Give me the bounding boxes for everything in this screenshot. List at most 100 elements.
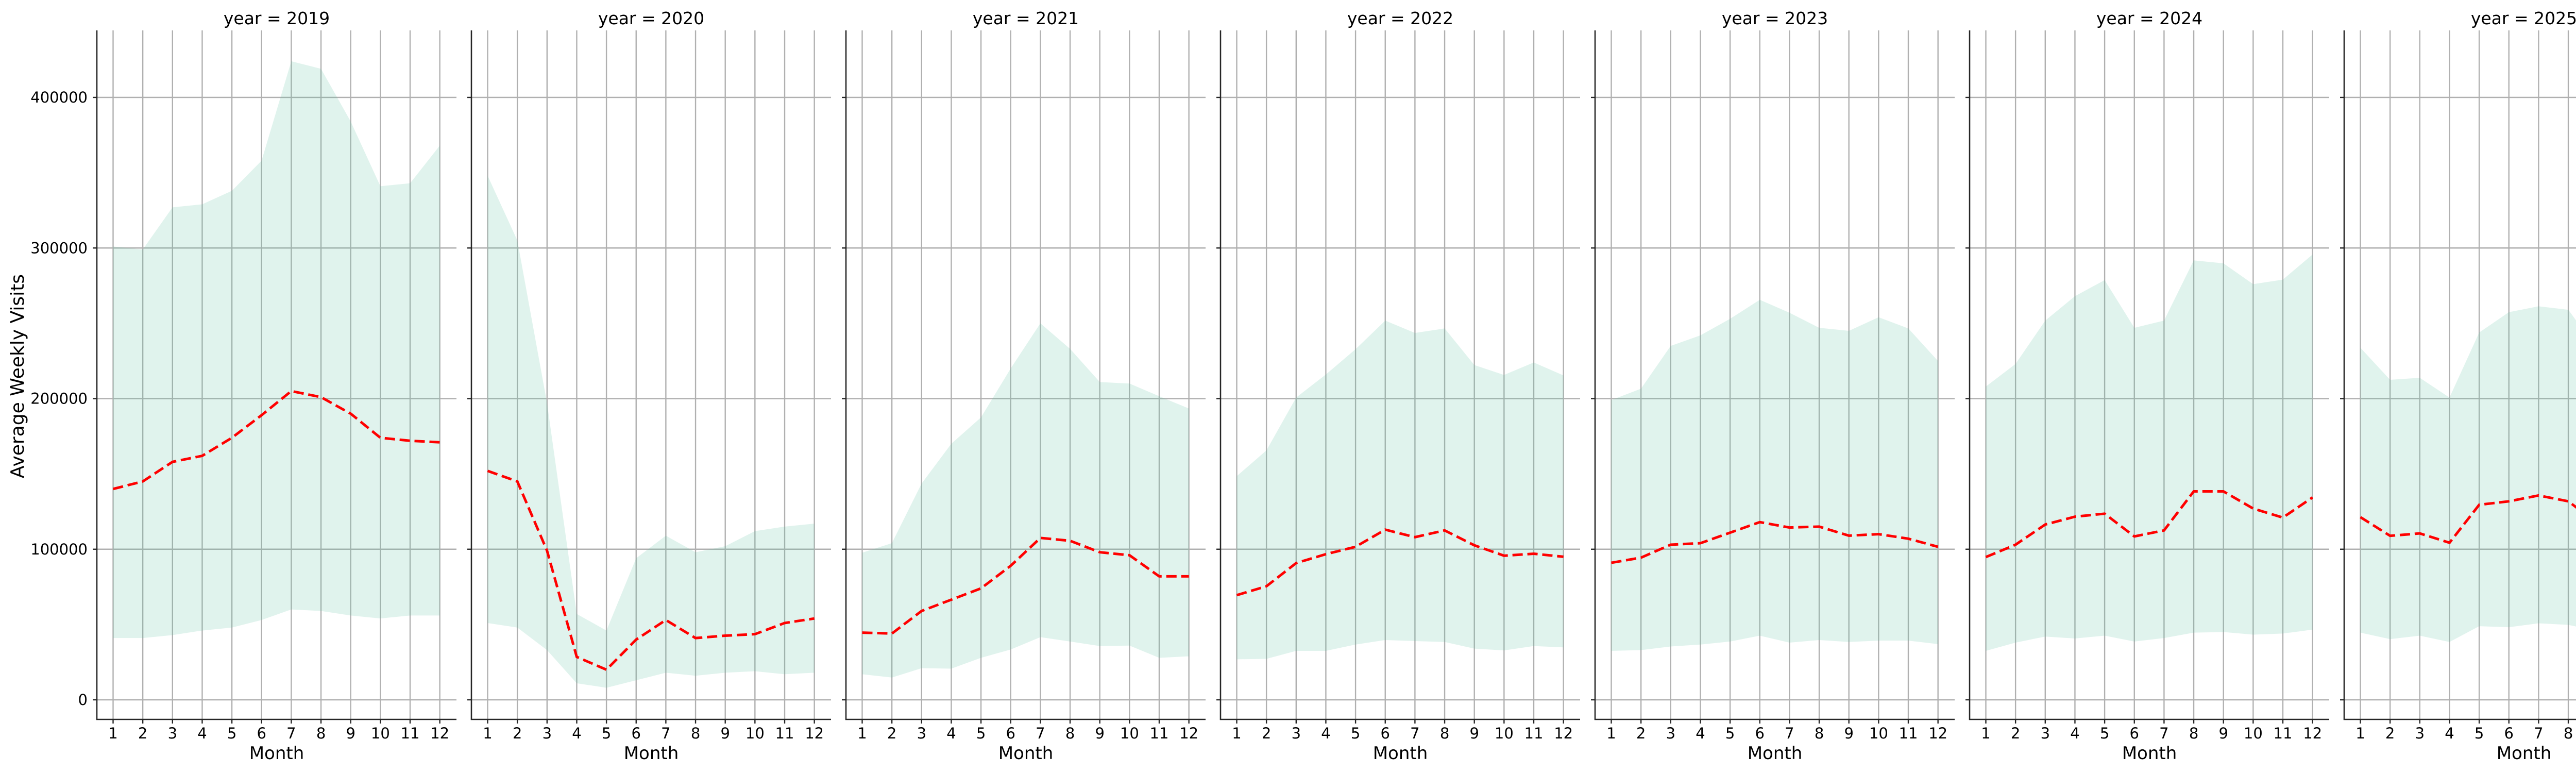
- percentile-band: [1611, 299, 1938, 651]
- panel-title: year = 2022: [1347, 8, 1453, 28]
- x-tick-label: 8: [2564, 725, 2573, 742]
- x-tick-label: 2: [513, 725, 522, 742]
- x-tick-label: 11: [1899, 725, 1918, 742]
- percentile-band: [2360, 306, 2576, 642]
- y-tick-label: 100000: [30, 541, 88, 558]
- x-tick-label: 5: [2100, 725, 2109, 742]
- x-tick-label: 7: [2159, 725, 2168, 742]
- percentile-band: [862, 323, 1189, 678]
- x-tick-label: 7: [2534, 725, 2543, 742]
- x-tick-label: 9: [1844, 725, 1853, 742]
- axis-spines: [470, 30, 831, 720]
- x-axis-label: Month: [249, 743, 304, 764]
- median-line: [2360, 494, 2576, 545]
- x-tick-label: 5: [1351, 725, 1360, 742]
- facet-panel-2025: year = 2025123456789101112Month: [2340, 8, 2576, 764]
- x-tick-label: 8: [1815, 725, 1824, 742]
- x-tick-label: 3: [2415, 725, 2425, 742]
- x-tick-label: 3: [168, 725, 177, 742]
- panel-title: year = 2025: [2471, 8, 2576, 28]
- x-tick-label: 1: [108, 725, 117, 742]
- x-tick-label: 8: [1065, 725, 1075, 742]
- gridlines: [846, 30, 1206, 719]
- x-tick-label: 10: [371, 725, 390, 742]
- percentile-band: [1236, 321, 1564, 660]
- x-tick-label: 4: [572, 725, 581, 742]
- x-tick-label: 12: [430, 725, 449, 742]
- x-tick-label: 5: [1725, 725, 1735, 742]
- gridlines: [1595, 30, 1955, 719]
- x-tick-label: 7: [1410, 725, 1419, 742]
- x-tick-label: 4: [197, 725, 207, 742]
- x-tick-label: 2: [1636, 725, 1646, 742]
- x-tick-label: 1: [857, 725, 867, 742]
- x-tick-label: 1: [1606, 725, 1616, 742]
- gridlines: [471, 30, 831, 719]
- x-tick-label: 7: [661, 725, 670, 742]
- median-line: [862, 536, 1189, 635]
- axis-spines: [1594, 30, 1955, 720]
- x-tick-label: 12: [1554, 725, 1573, 742]
- x-tick-label: 12: [1179, 725, 1198, 742]
- x-axis-label: Month: [1748, 743, 1803, 764]
- axis-spines: [1219, 30, 1580, 720]
- axis-spines: [96, 30, 456, 720]
- y-tick-label: 200000: [30, 390, 88, 408]
- x-tick-label: 4: [2070, 725, 2079, 742]
- x-tick-label: 1: [483, 725, 492, 742]
- x-tick-label: 9: [1095, 725, 1104, 742]
- median-line: [1236, 528, 1564, 597]
- median-line: [487, 469, 815, 671]
- x-tick-label: 5: [227, 725, 236, 742]
- panel-title: year = 2020: [598, 8, 704, 28]
- panel-title: year = 2019: [224, 8, 330, 28]
- gridlines: [97, 30, 456, 719]
- x-tick-label: 2: [1262, 725, 1271, 742]
- x-tick-label: 3: [1292, 725, 1301, 742]
- panel-title: year = 2023: [1722, 8, 1828, 28]
- x-tick-label: 6: [1381, 725, 1390, 742]
- x-axis-label: Month: [998, 743, 1054, 764]
- x-tick-label: 11: [2274, 725, 2293, 742]
- x-tick-label: 6: [2130, 725, 2139, 742]
- x-tick-label: 5: [602, 725, 611, 742]
- gridlines: [1970, 30, 2329, 719]
- x-tick-label: 8: [316, 725, 326, 742]
- x-tick-label: 2: [138, 725, 147, 742]
- panel-title: year = 2021: [973, 8, 1079, 28]
- x-tick-label: 8: [2189, 725, 2198, 742]
- x-tick-label: 5: [2475, 725, 2484, 742]
- x-tick-label: 9: [720, 725, 730, 742]
- x-tick-label: 2: [2011, 725, 2020, 742]
- x-tick-label: 10: [1869, 725, 1888, 742]
- x-tick-label: 6: [1755, 725, 1765, 742]
- x-tick-label: 9: [1469, 725, 1479, 742]
- x-tick-label: 9: [2218, 725, 2228, 742]
- x-tick-label: 4: [1321, 725, 1330, 742]
- y-tick-label: 400000: [30, 89, 88, 106]
- gridlines: [1221, 30, 1580, 719]
- x-axis-label: Month: [2122, 743, 2177, 764]
- x-tick-label: 10: [1495, 725, 1514, 742]
- percentile-band: [113, 61, 440, 638]
- x-tick-label: 12: [2303, 725, 2322, 742]
- x-axis-label: Month: [2497, 743, 2552, 764]
- percentile-band: [487, 175, 815, 688]
- x-tick-label: 12: [805, 725, 824, 742]
- x-tick-label: 9: [346, 725, 355, 742]
- x-tick-label: 11: [775, 725, 794, 742]
- x-tick-label: 10: [2244, 725, 2263, 742]
- percentile-band: [1986, 254, 2313, 651]
- x-tick-label: 10: [1120, 725, 1139, 742]
- x-tick-label: 7: [1036, 725, 1045, 742]
- x-axis-label: Month: [1373, 743, 1428, 764]
- x-tick-label: 7: [1785, 725, 1794, 742]
- x-tick-label: 11: [1150, 725, 1169, 742]
- x-tick-label: 5: [976, 725, 986, 742]
